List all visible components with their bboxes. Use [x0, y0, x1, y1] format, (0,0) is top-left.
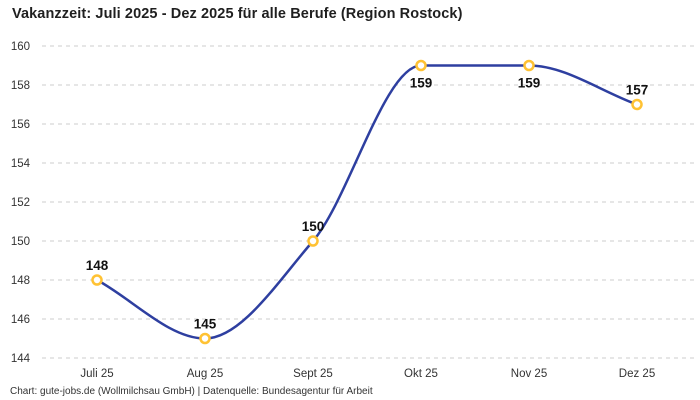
chart-source-note: Chart: gute-jobs.de (Wollmilchsau GmbH) … [10, 386, 373, 397]
x-axis-tick-label: Aug 25 [187, 368, 223, 380]
y-axis-tick-label: 150 [11, 236, 30, 248]
x-axis-tick-label: Okt 25 [404, 368, 438, 380]
y-axis-tick-label: 154 [11, 158, 31, 170]
y-axis-tick-label: 158 [11, 80, 30, 92]
chart-title: Vakanzzeit: Juli 2025 - Dez 2025 für all… [12, 6, 463, 22]
x-axis-tick-label: Dez 25 [619, 368, 655, 380]
data-point-marker[interactable] [91, 274, 103, 286]
data-point-marker[interactable] [523, 59, 535, 72]
y-axis-tick-label: 144 [11, 353, 31, 365]
y-axis-tick-label: 160 [11, 41, 30, 53]
data-point-marker[interactable] [199, 332, 211, 345]
data-point-marker[interactable] [415, 59, 427, 72]
y-axis-tick-label: 148 [11, 275, 30, 287]
data-point-label: 150 [302, 219, 325, 234]
data-point-label: 157 [626, 83, 649, 98]
y-axis-tick-label: 152 [11, 197, 30, 209]
x-axis-tick-label: Juli 25 [80, 368, 113, 380]
data-point-label: 159 [518, 76, 541, 91]
x-axis-tick-label: Nov 25 [511, 368, 547, 380]
x-axis-tick-label: Sept 25 [293, 368, 333, 380]
y-axis-tick-label: 156 [11, 119, 30, 131]
data-point-label: 145 [194, 317, 217, 332]
data-point-label: 159 [410, 76, 433, 91]
data-point-marker[interactable] [631, 98, 643, 111]
data-point-marker[interactable] [307, 235, 319, 247]
y-axis-tick-label: 146 [11, 314, 30, 326]
data-point-label: 148 [86, 258, 109, 273]
